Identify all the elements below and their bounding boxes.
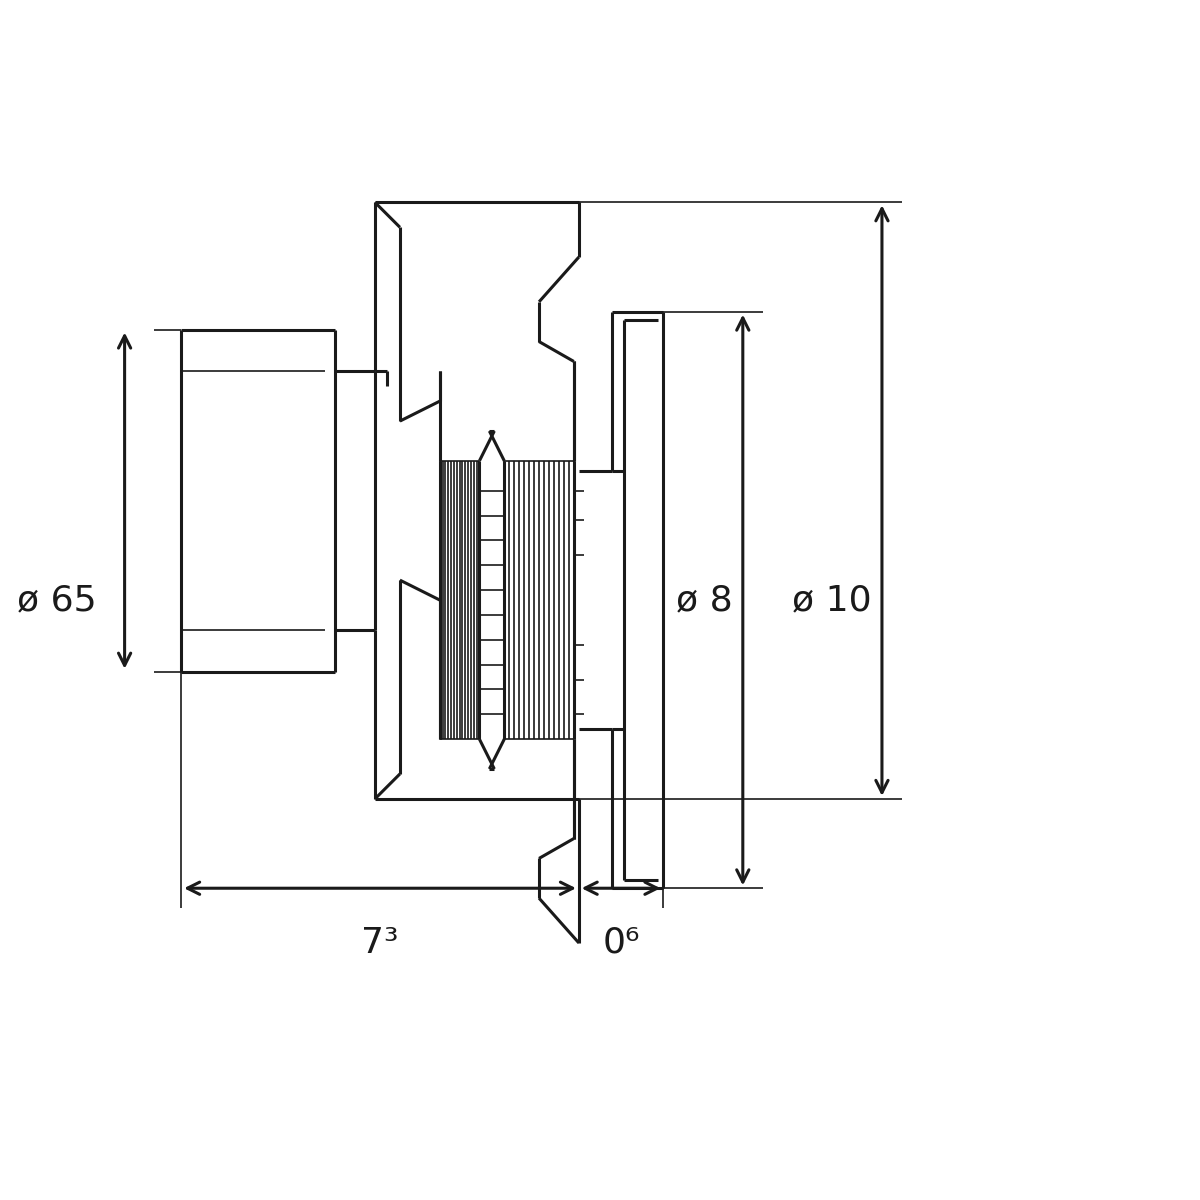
Text: 0⁶: 0⁶ bbox=[602, 926, 640, 960]
Text: ø 10: ø 10 bbox=[792, 583, 872, 617]
Text: ø 8: ø 8 bbox=[676, 583, 733, 617]
Text: ø 65: ø 65 bbox=[17, 583, 97, 617]
Text: 7³: 7³ bbox=[361, 926, 398, 960]
